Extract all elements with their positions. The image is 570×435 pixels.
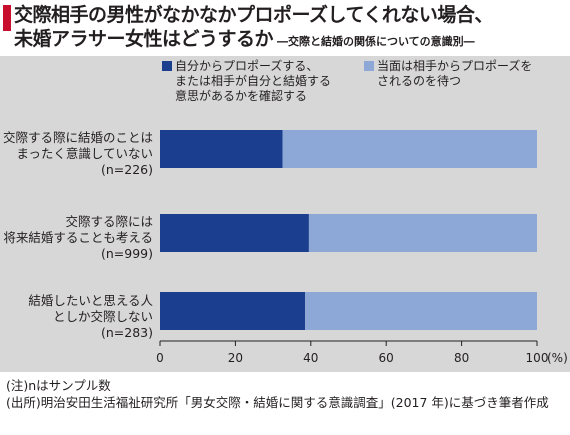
legend-swatch-series-2 — [364, 61, 374, 71]
bar-segment-2-series-2 — [308, 214, 537, 252]
chart-subtitle: ―交際と結婚の関係についての意識別― — [277, 35, 475, 48]
note-source: (出所)明治安田生活福祉研究所「男女交際・結婚に関する意識調査」(2017 年)… — [6, 395, 549, 410]
bar-segment-3-series-2 — [305, 292, 537, 330]
bar-segment-1-series-2 — [282, 130, 537, 168]
x-tick-label-80: 80 — [454, 351, 469, 365]
x-axis-unit: (%) — [547, 351, 568, 365]
chart-title-line-2-text: 未婚アラサー女性はどうするか — [14, 28, 274, 50]
category-label-3: 結婚したいと思える人 としか交際しない (n=283) — [28, 293, 153, 340]
legend-item-series-1: 自分からプロポーズする、 または相手が自分と結婚する 意思があるかを確認する — [162, 59, 362, 105]
chart-title-line-2: 未婚アラサー女性はどうするか ―交際と結婚の関係についての意識別― — [14, 28, 475, 53]
legend-item-series-2: 当面は相手からプロポーズを されるのを待つ — [364, 59, 564, 91]
x-tick-label-100: 100 — [526, 351, 549, 365]
legend-label-series-2: 当面は相手からプロポーズを されるのを待つ — [377, 59, 533, 88]
bar-segment-3-series-1 — [160, 292, 306, 330]
legend-swatch-series-1 — [162, 61, 172, 71]
bar-segment-1-series-1 — [160, 130, 283, 168]
x-tick-label-40: 40 — [303, 351, 318, 365]
category-label-column: 交際する際に結婚のことは まったく意識していない (n=226) 交際する際には… — [0, 56, 153, 372]
title-accent-mark — [3, 5, 11, 31]
category-label-2: 交際する際には 将来結婚することも考える (n=999) — [3, 214, 153, 261]
x-tick-label-60: 60 — [379, 351, 394, 365]
bar-chart: 0 20 40 60 80 100(%) — [156, 130, 568, 365]
x-tick-label-0: 0 — [156, 351, 164, 365]
chart-title-line-1: 交際相手の男性がなかなかプロポーズしてくれない場合、 — [14, 4, 493, 26]
category-label-1: 交際する際に結婚のことは まったく意識していない (n=226) — [3, 130, 154, 177]
legend-label-series-1: 自分からプロポーズする、 または相手が自分と結婚する 意思があるかを確認する — [175, 59, 332, 103]
x-tick-label-20: 20 — [228, 351, 243, 365]
notes: (注)nはサンプル数 (出所)明治安田生活福祉研究所「男女交際・結婚に関する意識… — [6, 377, 566, 411]
note-sample: (注)nはサンプル数 — [6, 378, 111, 393]
chart-panel: 自分からプロポーズする、 または相手が自分と結婚する 意思があるかを確認する 当… — [0, 56, 570, 372]
bar-segment-2-series-1 — [160, 214, 309, 252]
